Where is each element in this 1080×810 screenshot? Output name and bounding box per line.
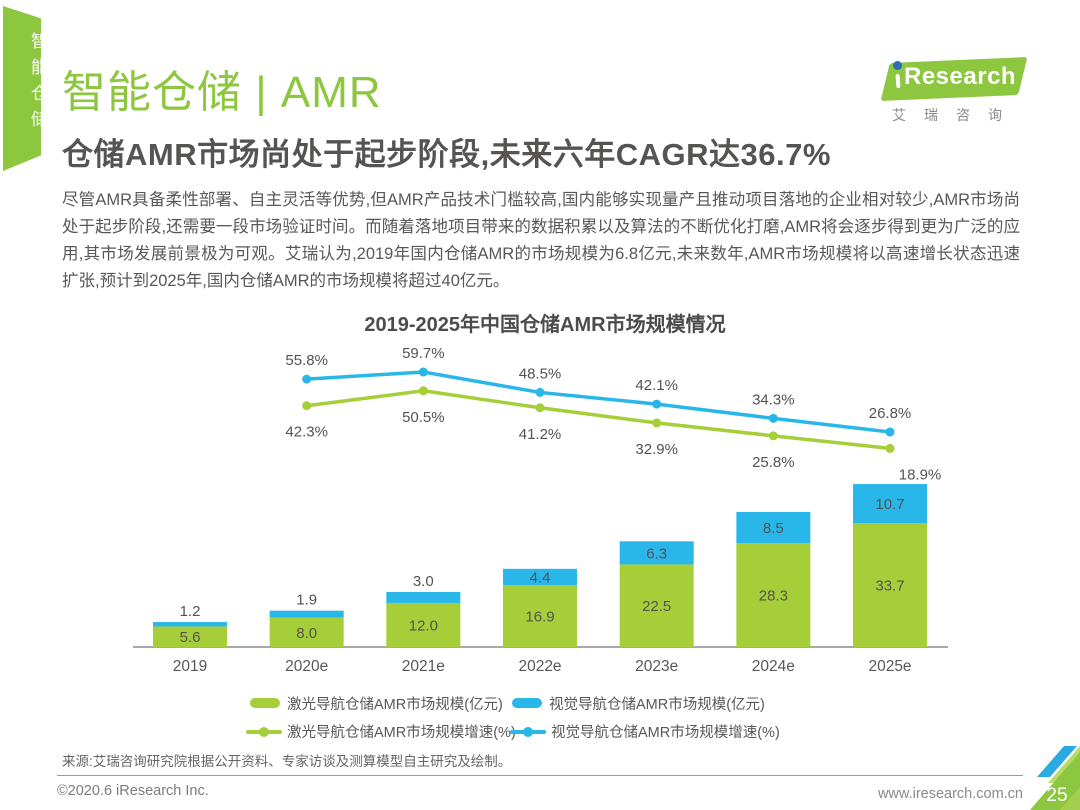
growth-line-marker xyxy=(418,367,428,377)
legend-green-bar-swatch xyxy=(250,698,280,708)
growth-line-marker xyxy=(885,443,895,453)
legend-green-line-swatch xyxy=(246,725,282,737)
slide-headline: 仓储AMR市场尚处于起步阶段,未来六年CAGR达36.7% xyxy=(62,137,831,172)
growth-value-label: 25.8% xyxy=(752,454,795,471)
bar-vision-segment xyxy=(736,511,811,544)
legend-item-vision-bar: 视觉导航仓储AMR市场规模(亿元) xyxy=(512,693,765,713)
legend-label: 激光导航仓储AMR市场规模(亿元) xyxy=(287,696,503,713)
bar-laser-segment xyxy=(153,626,227,647)
bar-value-label: 28.3 xyxy=(759,588,788,605)
growth-line xyxy=(306,370,891,434)
growth-line-marker xyxy=(302,401,312,411)
logo-chinese-name: 艾瑞咨询 xyxy=(892,107,1020,123)
corner-inner-triangle xyxy=(1060,787,1080,810)
bar-vision-segment xyxy=(619,541,694,565)
intro-paragraph: 尽管AMR具备柔性部署、自主灵活等优势,但AMR产品技术门槛较高,国内能够实现量… xyxy=(62,191,1020,290)
chart-title: 2019-2025年中国仓储AMR市场规模情况 xyxy=(364,314,726,336)
bar-laser-segment xyxy=(736,543,811,647)
bar-laser-segment xyxy=(503,584,578,647)
bar-value-label: 12.0 xyxy=(409,617,438,634)
bar-value-label: 1.2 xyxy=(180,603,201,620)
growth-value-label: 50.5% xyxy=(402,409,445,426)
growth-value-label: 41.2% xyxy=(519,426,562,443)
iresearch-logo: Research 艾瑞咨询 xyxy=(872,50,1037,125)
bar-value-label: 1.9 xyxy=(296,592,317,609)
bar-value-label: 33.7 xyxy=(875,578,904,595)
growth-value-label: 18.9% xyxy=(899,466,942,483)
growth-value-label: 26.8% xyxy=(869,405,912,422)
bar-value-label: 3.0 xyxy=(413,573,434,590)
legend-label: 视觉导航仓储AMR市场规模增速(%) xyxy=(551,724,780,741)
bar-vision-segment xyxy=(269,610,344,618)
legend-label: 激光导航仓储AMR市场规模增速(%) xyxy=(287,724,516,741)
section-ribbon-label: 智能仓储 xyxy=(28,32,47,136)
x-axis-tick-label: 2025e xyxy=(868,658,911,675)
source-note: 来源:艾瑞咨询研究院根据公开资料、专家访谈及测算模型自主研究及绘制。 xyxy=(62,754,512,769)
growth-line xyxy=(306,389,891,451)
growth-line-marker xyxy=(768,413,778,423)
growth-line-marker xyxy=(768,431,778,441)
growth-line-marker xyxy=(885,427,895,437)
corner-lightgreen-stripe xyxy=(1048,746,1080,783)
growth-line-marker xyxy=(535,403,545,413)
x-axis-tick-label: 2021e xyxy=(402,658,445,675)
growth-value-label: 55.8% xyxy=(285,352,328,369)
legend-item-vision-line: 视觉导航仓储AMR市场规模增速(%) xyxy=(510,721,780,741)
growth-value-label: 48.5% xyxy=(519,365,562,382)
section-ribbon: 智能仓储 xyxy=(3,6,41,171)
x-axis-tick-label: 2019 xyxy=(173,658,207,675)
page-number: 25 xyxy=(1046,785,1067,806)
bar-vision-segment xyxy=(853,484,928,524)
page-title: 智能仓储 | AMR xyxy=(62,68,382,117)
x-axis-tick-label: 2022e xyxy=(518,658,561,675)
legend-item-laser-bar: 激光导航仓储AMR市场规模(亿元) xyxy=(250,693,503,713)
bar-value-label: 6.3 xyxy=(646,545,667,562)
growth-line-marker xyxy=(652,418,662,428)
legend-label: 视觉导航仓储AMR市场规模(亿元) xyxy=(549,696,765,713)
growth-line-marker xyxy=(652,399,662,409)
legend-blue-line-swatch xyxy=(510,725,546,737)
corner-green-triangle xyxy=(1030,752,1080,810)
bar-value-label: 5.6 xyxy=(180,629,201,646)
growth-value-label: 32.9% xyxy=(635,441,678,458)
bar-value-label: 22.5 xyxy=(642,598,671,615)
bar-laser-segment xyxy=(853,523,928,647)
bar-value-label: 4.4 xyxy=(530,569,551,586)
growth-value-label: 34.3% xyxy=(752,391,795,408)
bar-vision-segment xyxy=(153,622,227,627)
bar-vision-segment xyxy=(386,591,461,603)
legend-item-laser-line: 激光导航仓储AMR市场规模增速(%) xyxy=(246,721,516,741)
growth-line-marker xyxy=(418,386,428,396)
legend-blue-bar-swatch xyxy=(512,698,542,708)
logo-i-dot-icon xyxy=(893,61,902,70)
logo-wordmark: Research xyxy=(904,63,1017,90)
bar-laser-segment xyxy=(269,617,344,647)
growth-value-label: 42.3% xyxy=(285,424,328,441)
x-axis-tick-label: 2023e xyxy=(635,658,678,675)
bar-vision-segment xyxy=(503,568,578,585)
footer-divider xyxy=(57,775,1023,776)
bar-laser-segment xyxy=(619,564,694,647)
x-axis-tick-label: 2024e xyxy=(752,658,795,675)
bar-value-label: 8.0 xyxy=(296,625,317,642)
growth-line-marker xyxy=(535,387,545,397)
growth-value-label: 42.1% xyxy=(635,377,678,394)
bar-value-label: 16.9 xyxy=(525,608,554,625)
corner-blue-stripe xyxy=(1037,746,1077,777)
growth-value-label: 59.7% xyxy=(402,345,445,362)
bar-value-label: 8.5 xyxy=(763,520,784,537)
bar-laser-segment xyxy=(386,602,461,647)
bar-value-label: 10.7 xyxy=(875,496,904,513)
growth-line-marker xyxy=(302,374,312,384)
copyright-text: ©2020.6 iResearch Inc. xyxy=(57,783,209,799)
x-axis-tick-label: 2020e xyxy=(285,658,328,675)
website-url: www.iresearch.com.cn xyxy=(877,786,1023,802)
